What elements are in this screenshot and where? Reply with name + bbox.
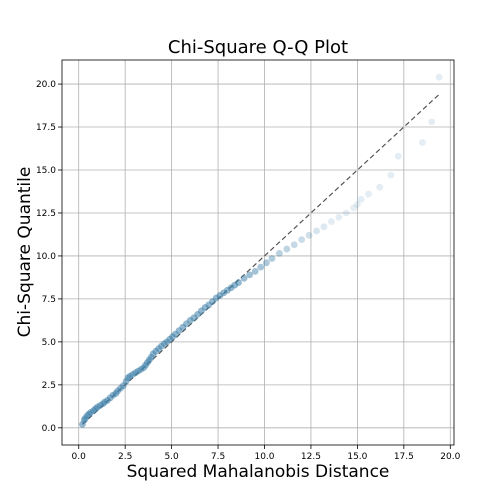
x-tick-label: 10.0 [254,452,274,462]
data-point [435,73,443,81]
x-tick-label: 2.5 [118,452,132,462]
data-points [79,73,443,428]
data-point [257,263,265,271]
data-point [268,255,276,262]
chart-title: Chi-Square Q-Q Plot [168,37,348,58]
data-point [246,271,254,279]
data-point [387,171,395,179]
data-point [290,241,298,249]
data-point [335,213,343,221]
data-point [419,139,426,146]
data-point [327,218,335,225]
x-tick-label: 0.0 [72,452,87,462]
data-point [262,259,270,267]
y-tick-label: 7.5 [42,295,56,305]
x-axis-label: Squared Mahalanobis Distance [127,462,390,482]
data-point [235,279,242,286]
data-point [305,231,313,239]
x-tick-label: 12.5 [301,452,321,462]
y-tick-label: 0.0 [42,424,57,434]
x-tick-label: 5.0 [164,452,179,462]
data-point [298,236,306,244]
grid [62,60,454,445]
y-tick-label: 5.0 [42,338,57,348]
data-point [357,195,365,203]
data-point [365,190,372,198]
data-point [342,209,350,217]
data-point [283,245,291,253]
data-point [251,268,259,275]
x-tick-label: 7.5 [211,452,225,462]
data-point [376,183,384,191]
x-tick-label: 15.0 [347,452,367,462]
x-tick-label: 17.5 [394,452,414,462]
y-tick-label: 20.0 [36,80,56,90]
y-tick-label: 10.0 [36,252,56,262]
y-tick-label: 15.0 [36,166,56,176]
data-point [320,223,328,231]
y-tick-label: 12.5 [36,209,56,219]
y-axis-label: Chi-Square Quantile [15,167,35,338]
data-point [350,204,358,212]
data-point [428,118,436,126]
y-tick-label: 17.5 [36,123,56,133]
x-tick-label: 20.0 [440,452,460,462]
data-point [394,152,402,160]
plot-area-frame [61,59,455,446]
data-point [313,227,320,235]
data-point [353,200,361,208]
data-point [240,274,248,282]
y-tick-label: 2.5 [42,381,56,391]
data-point [275,249,283,257]
axis-ticks: 0.0 2.5 5.0 7.5 10.0 12.5 15.0 17.5 20.0 0.0 2.5 5.… [36,80,461,462]
